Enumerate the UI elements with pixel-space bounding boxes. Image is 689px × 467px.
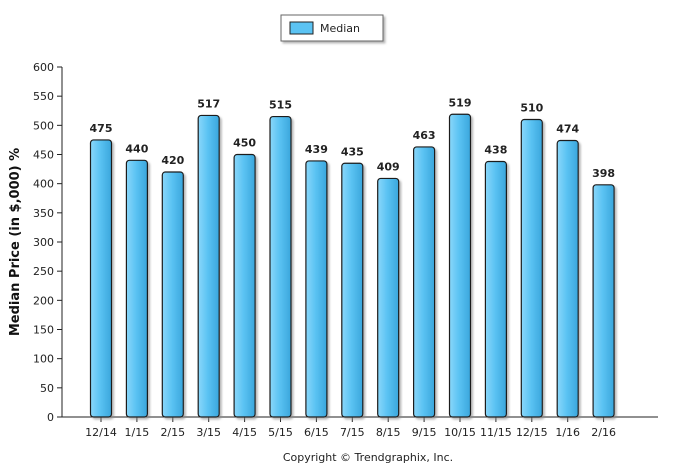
bar-7-15	[341, 162, 364, 418]
data-label: 463	[413, 129, 436, 142]
bar-9-15	[413, 146, 436, 418]
data-label: 515	[269, 99, 292, 112]
bar-3-15	[197, 114, 220, 418]
bar-10-15	[448, 113, 472, 418]
copyright-text: Copyright © Trendgraphix, Inc.	[283, 451, 453, 464]
data-label: 517	[197, 97, 220, 110]
y-tick-label: 550	[33, 90, 54, 103]
data-label: 439	[305, 143, 328, 156]
y-tick-label: 250	[33, 265, 54, 278]
x-tick-label: 3/15	[196, 426, 221, 439]
x-tick-label: 1/16	[555, 426, 580, 439]
y-axis-title: Median Price (in $,000) %	[8, 148, 23, 336]
x-tick-label: 7/15	[340, 426, 365, 439]
data-label: 450	[233, 137, 256, 150]
bars	[89, 113, 615, 418]
data-label: 409	[377, 160, 400, 173]
x-tick-label: 9/15	[412, 426, 437, 439]
bar-2-16	[592, 184, 615, 418]
data-label: 474	[556, 123, 579, 136]
y-tick-label: 50	[40, 382, 54, 395]
y-tick-label: 350	[33, 207, 54, 220]
x-tick-label: 8/15	[376, 426, 401, 439]
data-label: 398	[592, 167, 615, 180]
legend-swatch	[289, 21, 314, 35]
bar-2-15	[161, 171, 184, 418]
x-ticks: 12/14 1/15 2/15 3/15 4/15 5/15 6/15 7/15 8/15 9/1…	[85, 417, 616, 439]
bar-6-15	[305, 160, 328, 418]
y-tick-label: 400	[33, 178, 54, 191]
x-tick-label: 12/15	[516, 426, 548, 439]
data-label: 475	[90, 122, 113, 135]
y-tick-label: 200	[33, 294, 54, 307]
y-tick-label: 150	[33, 324, 54, 337]
bar-1-16	[556, 139, 579, 418]
y-tick-label: 450	[33, 149, 54, 162]
x-tick-label: 6/15	[304, 426, 329, 439]
x-tick-label: 1/15	[125, 426, 150, 439]
data-label: 420	[161, 154, 184, 167]
bar-8-15	[377, 177, 400, 418]
data-label: 510	[520, 102, 543, 115]
bar-1-15	[125, 159, 149, 418]
data-label: 440	[125, 142, 148, 155]
x-tick-label: 12/14	[85, 426, 117, 439]
bar-12-15	[520, 118, 543, 418]
bar-12-14	[89, 139, 113, 418]
data-labels: 475 440 420 517 450 515 439 435 409 463 519 438 510 4…	[90, 96, 616, 180]
legend: Median	[280, 14, 384, 42]
y-tick-label: 0	[47, 411, 54, 424]
x-tick-label: 2/16	[591, 426, 616, 439]
y-tick-label: 500	[33, 119, 54, 132]
x-tick-label: 10/15	[444, 426, 476, 439]
y-ticks: 0 50 100 150 200 250 300 350 400 450 500 550 600	[33, 61, 62, 424]
legend-label: Median	[320, 22, 360, 35]
bar-11-15	[484, 160, 507, 418]
bar-4-15	[233, 153, 256, 418]
x-tick-label: 5/15	[268, 426, 293, 439]
data-label: 438	[484, 144, 507, 157]
x-tick-label: 11/15	[480, 426, 512, 439]
y-tick-label: 100	[33, 353, 54, 366]
y-tick-label: 300	[33, 236, 54, 249]
data-label: 435	[341, 145, 364, 158]
x-tick-label: 4/15	[232, 426, 257, 439]
x-tick-label: 2/15	[160, 426, 185, 439]
bar-5-15	[269, 115, 292, 418]
y-tick-label: 600	[33, 61, 54, 74]
data-label: 519	[449, 96, 472, 109]
